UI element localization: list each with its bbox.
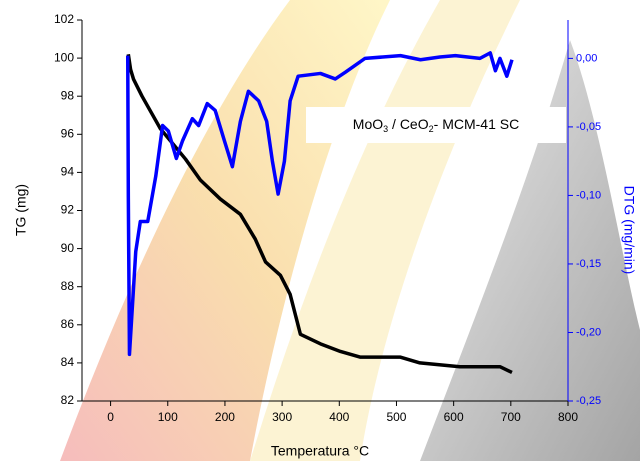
annotation-box <box>306 107 566 143</box>
y-tick-label: 92 <box>61 203 75 217</box>
y-tick-label: 94 <box>61 165 75 179</box>
y-tick-label: 102 <box>54 12 74 26</box>
y2-tick-label: -0,25 <box>576 395 601 407</box>
y2-tick-label: -0,20 <box>576 326 601 338</box>
y-tick-label: 86 <box>61 317 75 331</box>
x-tick-label: 0 <box>107 410 114 424</box>
y-tick-label: 96 <box>61 126 75 140</box>
x-axis-label: Temperatura °C <box>271 443 369 459</box>
y2-tick-label: 0,00 <box>576 52 597 64</box>
x-tick-label: 100 <box>158 410 178 424</box>
y-tick-label: 90 <box>61 241 75 255</box>
y2-axis-label: DTG (mg/min) <box>621 186 637 275</box>
annotation-part: - MCM-41 SC <box>434 116 520 132</box>
annotation-part: MoO <box>353 116 383 132</box>
x-tick-label: 500 <box>386 410 406 424</box>
series-line <box>125 51 514 357</box>
x-tick-label: 600 <box>444 410 464 424</box>
y-axis-label: TG (mg) <box>13 184 29 236</box>
annotation-part: 3 <box>383 124 388 134</box>
annotation: MoO3 / CeO2- MCM-41 SC <box>353 116 519 135</box>
x-tick-label: 700 <box>501 410 521 424</box>
x-tick-label: 800 <box>558 410 578 424</box>
y-tick-label: 98 <box>61 88 75 102</box>
annotation-part: / CeO <box>388 116 429 132</box>
y2-tick-label: -0,15 <box>576 258 601 270</box>
annotation-part: 2 <box>429 124 434 134</box>
y-tick-label: 88 <box>61 279 75 293</box>
y-tick-label: 82 <box>61 393 75 407</box>
y2-tick-label: -0,10 <box>576 189 601 201</box>
y2-tick-label: -0,05 <box>576 121 601 133</box>
y-tick-label: 84 <box>61 355 75 369</box>
x-tick-label: 300 <box>272 410 292 424</box>
x-tick-label: 400 <box>329 410 349 424</box>
series-line <box>126 54 513 375</box>
y-tick-label: 100 <box>54 50 74 64</box>
x-tick-label: 200 <box>215 410 235 424</box>
